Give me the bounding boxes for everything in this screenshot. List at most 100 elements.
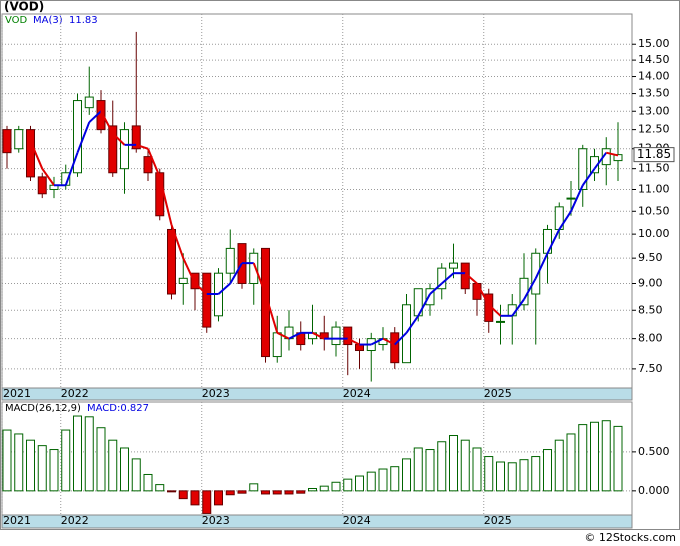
ma-line [370,337,384,346]
macd-bar [14,433,24,492]
candle-body [472,282,482,300]
macd-bar [519,459,529,492]
macd-bar [390,466,400,492]
macd-bar [378,468,388,492]
y-tick-label: 14.50 [638,53,670,66]
macd-bar [2,429,12,492]
candle-body [225,247,235,274]
y-tick-label: 8.00 [638,332,663,345]
ma-line [534,252,549,279]
macd-bar [425,449,435,492]
ma-line [394,332,408,346]
date-band [1,514,633,529]
macd-bar [49,449,59,492]
ma-line [464,272,478,285]
ma-line [546,229,561,254]
macd-bar [308,488,317,492]
ma-legend: MA(3) [33,15,63,26]
candle-body [390,332,400,364]
x-tick-label: 2024 [343,514,371,527]
y-tick-label: 11.00 [638,182,670,195]
candle-body [131,125,141,150]
symbol: VOD [5,15,28,26]
macd-bar [96,427,106,492]
credit: © 12Stocks.com [584,531,676,544]
macd-bar [566,433,576,492]
macd-bar [578,424,588,492]
candle-body [437,267,447,290]
ma-line [441,272,455,285]
ma-line [100,110,114,134]
macd-bar [284,490,294,495]
macd-bar [272,490,282,495]
macd-title: MACD(26,12,9) [5,403,81,414]
macd-bar [214,490,223,506]
ma-line [88,110,102,123]
candle-body [84,96,94,109]
y-tick-label: 13.50 [638,87,670,100]
macd-bar [507,462,517,492]
ma-line [29,140,44,170]
candle-body [73,100,82,174]
macd-bar [543,449,552,492]
ma-line [288,331,302,340]
ma-line [229,262,243,284]
macd-bar [496,461,505,492]
macd-bar [37,445,47,492]
candle-body [190,272,200,290]
macd-bar [73,415,82,492]
candle-body [272,332,282,358]
candle-body [425,288,435,306]
macd-bar [613,425,623,492]
macd-bar [225,490,235,496]
macd-bar [178,490,188,500]
ma-line [264,293,279,334]
candle-body [108,125,118,174]
candle-body [531,252,541,295]
y-tick-label: 10.50 [638,204,670,217]
ma-line [570,184,584,212]
chart-title: (VOD) [4,0,44,14]
macd-bar [472,447,482,492]
macd-bar [237,490,247,494]
ma-line [112,132,126,146]
ma-line [606,151,619,157]
candle-body [202,272,212,328]
x-tick-label: 2022 [61,387,89,400]
macd-bar [601,420,611,492]
candle-body [566,197,576,200]
macd-bar [484,456,494,492]
y-tick-label: 0.000 [638,484,670,497]
ma-line [64,152,79,186]
macd-bar [366,471,376,492]
ma-line [593,152,608,170]
ma-line [182,257,196,284]
macd-bar [296,490,306,494]
candle-body [178,277,188,284]
macd-bar [26,439,35,492]
macd-bar [460,439,470,492]
candle-body [37,176,47,195]
candle-body [449,262,458,269]
candle-body [496,320,505,323]
y-tick-label: 14.00 [638,70,670,83]
ma-line [76,121,91,154]
macd-bar [554,439,564,492]
y-tick-label: 12.50 [638,123,670,136]
x-tick-label: 2025 [484,387,512,400]
x-tick-label: 2023 [202,514,230,527]
macd-bar [84,416,94,492]
y-tick-label: 13.00 [638,104,670,117]
ma-line [347,337,360,346]
macd-bar [413,447,423,492]
macd-bar [120,447,129,492]
macd-bar [261,490,270,495]
y-tick-label: 9.50 [638,251,663,264]
ma-line [488,304,502,317]
x-tick-label: 2022 [61,514,89,527]
candle-body [167,228,176,295]
candle-body [578,148,588,190]
macd-bar [155,484,165,492]
candle-body [120,129,129,170]
y-tick-label: 8.50 [638,303,663,316]
